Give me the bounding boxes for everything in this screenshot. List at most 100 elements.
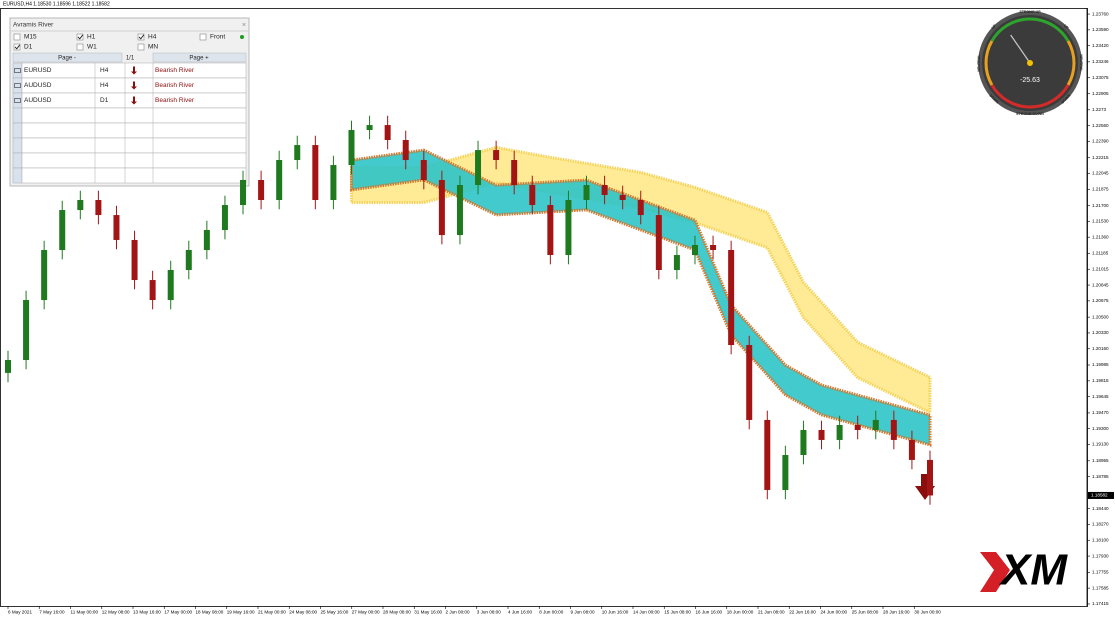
candle-body — [420, 160, 427, 180]
candle-body — [475, 150, 482, 186]
x-tick-label: 31 May 16:00 — [414, 610, 442, 615]
table-row — [21, 152, 247, 169]
candle-body — [221, 205, 228, 231]
candle-body — [836, 424, 843, 440]
y-tick-label: 1.19645 — [1092, 394, 1109, 399]
candle-body — [800, 430, 807, 456]
option-label: H4 — [148, 34, 157, 41]
y-tick-label: 1.18440 — [1092, 506, 1109, 511]
timeframe-cell: H4 — [100, 82, 109, 89]
candle-body — [782, 455, 789, 490]
y-tick-label: 1.19300 — [1092, 426, 1109, 431]
gauge-hub — [1027, 60, 1033, 66]
y-tick-label: 1.23246 — [1092, 59, 1109, 64]
x-tick-label: 15 Jun 08:00 — [664, 610, 691, 615]
y-tick-label: 1.22905 — [1092, 91, 1109, 96]
checkbox[interactable] — [199, 33, 207, 41]
checkmark — [14, 44, 21, 50]
candle-body — [529, 185, 536, 206]
candle-body — [438, 179, 445, 236]
candle-body — [710, 244, 717, 251]
checkbox[interactable] — [137, 43, 145, 51]
checkbox[interactable] — [137, 33, 145, 41]
signal-icon — [131, 81, 137, 90]
x-tick-label: 17 May 00:00 — [164, 610, 192, 615]
scanner-panel: Avramis River × Page - 1/1 Page + M15 H1 H… — [9, 17, 250, 187]
candle-body — [583, 185, 590, 200]
x-tick-label: 25 Jun 08:00 — [852, 610, 879, 615]
candle-body — [59, 210, 66, 251]
timeframe-cell: D1 — [100, 97, 109, 104]
candle-body — [818, 430, 825, 440]
option-label: MN — [148, 44, 158, 51]
y-tick-label: 1.18100 — [1092, 537, 1109, 542]
candle-body — [131, 239, 138, 281]
x-tick-label: 28 May 08:00 — [383, 610, 411, 615]
candle-body — [312, 145, 319, 200]
row-icon — [14, 83, 21, 88]
candle-body — [565, 199, 572, 256]
gauge-label: UP — [1063, 24, 1070, 31]
candle-body — [330, 165, 337, 200]
gauge-arc-down — [990, 84, 1070, 109]
gauge: STRONG UP UP NEUTRAL DOWN STRONG DOWN DOWN NEU… — [977, 10, 1083, 116]
candle-body — [764, 419, 771, 490]
close-button[interactable]: × — [242, 22, 246, 29]
symbol-cell: EURUSD — [24, 67, 52, 74]
checkbox[interactable] — [13, 33, 21, 41]
x-tick-label: 2 Jun 00:00 — [446, 610, 470, 615]
signal-icon — [131, 66, 137, 75]
checkbox[interactable] — [76, 43, 84, 51]
candle-body — [619, 194, 626, 200]
next-label: Page + — [189, 56, 209, 62]
candle-body — [240, 179, 247, 206]
x-tick-label: 24 Jun 00:00 — [821, 610, 848, 615]
x-tick-label: 18 Jun 00:00 — [727, 610, 754, 615]
status-dot — [240, 35, 244, 39]
x-tick-label: 7 May 16:00 — [39, 610, 65, 615]
gauge-label: STRONG DOWN — [1016, 112, 1044, 116]
candle-body — [673, 255, 680, 270]
y-tick-label: 1.23420 — [1092, 43, 1109, 48]
checkbox[interactable] — [13, 43, 21, 51]
y-tick-label: 1.18955 — [1092, 458, 1109, 463]
checkmark — [138, 34, 145, 40]
candle-body — [294, 145, 301, 161]
candle-body — [728, 250, 735, 346]
candle-body — [167, 269, 174, 301]
candle-body — [77, 199, 84, 211]
candle-body — [511, 160, 518, 186]
current-price-box — [1088, 491, 1114, 499]
candle-body — [23, 300, 30, 360]
option-label: H1 — [87, 34, 96, 41]
y-tick-label: 1.22215 — [1092, 155, 1109, 160]
gauge-label: DOWN — [989, 94, 1000, 105]
gauge-label: NEUTRAL — [1079, 54, 1083, 72]
checkbox[interactable] — [76, 33, 84, 41]
candle-body — [384, 125, 391, 141]
candle-body — [890, 419, 897, 440]
x-tick-label: 21 Jun 08:00 — [758, 610, 785, 615]
candle-body — [41, 250, 48, 301]
x-tick-label: 13 May 16:00 — [133, 610, 161, 615]
y-tick-label: 1.20675 — [1092, 298, 1109, 303]
y-tick-label: 1.23590 — [1092, 27, 1109, 32]
candle-body — [258, 179, 265, 200]
y-tick-label: 1.18270 — [1092, 522, 1109, 527]
y-tick-label: 1.2273 — [1092, 107, 1106, 112]
candle-body — [185, 250, 192, 270]
y-tick-label: 1.23760 — [1092, 11, 1109, 16]
prev-label: Page - — [58, 56, 76, 62]
prev-button[interactable] — [12, 52, 123, 63]
option-label: Front — [210, 34, 225, 41]
next-button[interactable] — [152, 52, 247, 63]
gauge-label: NEUTRAL — [977, 54, 981, 72]
x-tick-label: 6 May 2021 — [8, 610, 32, 615]
x-tick-label: 22 Jun 16:00 — [789, 610, 816, 615]
row-icon — [14, 98, 21, 103]
candle-body — [366, 125, 373, 130]
candle-body — [547, 205, 554, 256]
y-tick-label: 1.20500 — [1092, 314, 1109, 319]
